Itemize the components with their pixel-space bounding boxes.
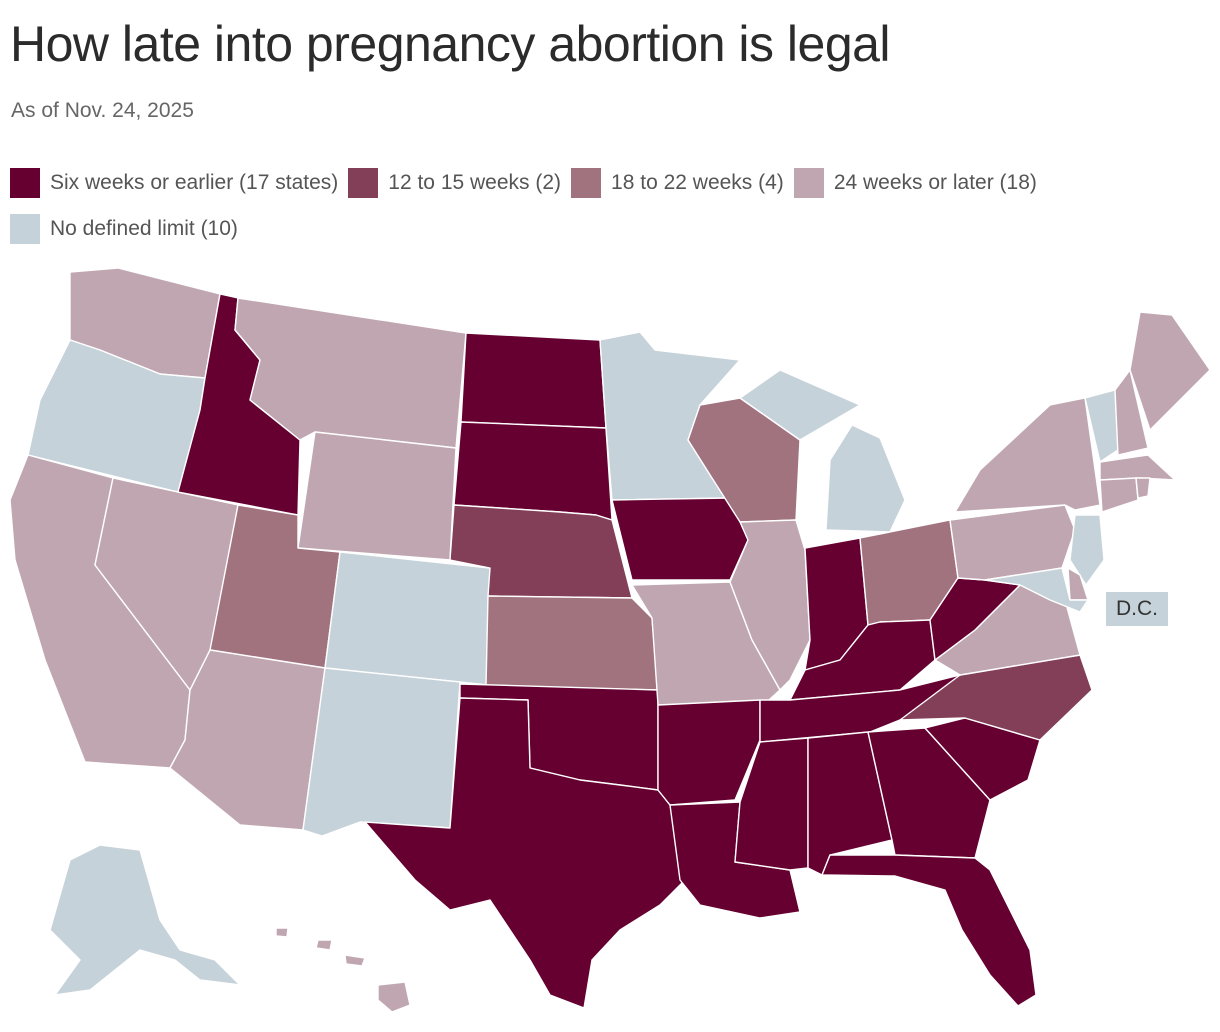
- state-massachusetts[interactable]: [1099, 454, 1176, 481]
- dc-label: D.C.: [1106, 592, 1168, 626]
- legend-item-18-to-22-weeks: 18 to 22 weeks (4): [571, 168, 784, 198]
- legend-item-12-to-15-weeks: 12 to 15 weeks (2): [348, 168, 561, 198]
- legend-label: No defined limit (10): [50, 217, 238, 240]
- state-kansas[interactable]: [485, 595, 659, 691]
- legend-swatch: [793, 168, 824, 198]
- legend-swatch: [571, 168, 602, 198]
- legend-label: 12 to 15 weeks (2): [388, 171, 562, 194]
- state-alaska[interactable]: [49, 844, 241, 996]
- legend-item-24-weeks-or-later: 24 weeks or later (18): [793, 168, 1037, 198]
- state-new-york[interactable]: [954, 397, 1101, 513]
- state-new-jersey[interactable]: [1069, 514, 1105, 586]
- state-new-hampshire[interactable]: [1114, 369, 1149, 456]
- state-hawaii[interactable]: [275, 927, 411, 1013]
- state-south-carolina[interactable]: [924, 717, 1041, 801]
- state-maine[interactable]: [1129, 311, 1211, 431]
- state-rhode-island[interactable]: [1135, 477, 1151, 499]
- state-colorado[interactable]: [324, 551, 491, 686]
- state-wyoming[interactable]: [297, 431, 457, 561]
- legend-label: 18 to 22 weeks (4): [611, 171, 784, 194]
- legend-label: Six weeks or earlier (17 states): [50, 171, 339, 194]
- legend-swatch: [10, 168, 40, 198]
- state-new-mexico[interactable]: [302, 667, 461, 837]
- state-connecticut[interactable]: [1099, 477, 1139, 513]
- state-texas[interactable]: [364, 697, 686, 1009]
- state-maryland[interactable]: [984, 567, 1089, 613]
- chart-subtitle: As of Nov. 24, 2025: [11, 99, 194, 122]
- legend-item-no-defined-limit: No defined limit (10): [10, 214, 238, 244]
- state-north-dakota[interactable]: [460, 332, 607, 429]
- state-montana[interactable]: [234, 297, 467, 449]
- state-iowa[interactable]: [611, 497, 749, 581]
- state-tennessee[interactable]: [759, 674, 961, 743]
- legend-swatch: [348, 168, 379, 198]
- state-florida[interactable]: [821, 854, 1037, 1007]
- state-south-dakota[interactable]: [453, 421, 613, 521]
- chart-title: How late into pregnancy abortion is lega…: [10, 16, 891, 72]
- legend-item-six-weeks: Six weeks or earlier (17 states): [10, 168, 338, 198]
- legend: Six weeks or earlier (17 states) 12 to 1…: [10, 168, 1190, 244]
- legend-label: 24 weeks or later (18): [833, 171, 1037, 194]
- legend-swatch: [10, 214, 40, 244]
- state-illinois[interactable]: [729, 519, 811, 691]
